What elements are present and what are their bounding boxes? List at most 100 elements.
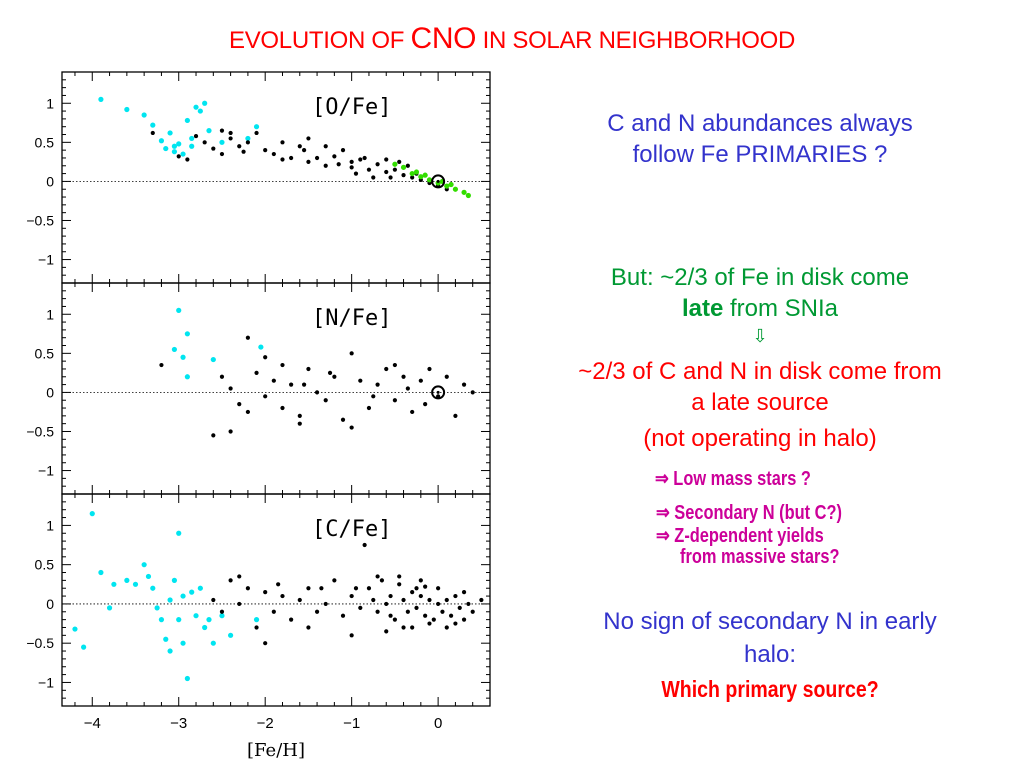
data-point-black [366,167,372,172]
data-point-cyan [167,597,173,603]
data-point-cyan [210,640,216,646]
data-point-black [323,144,328,149]
data-point-black [349,351,354,356]
data-point-black [245,140,250,145]
data-point-green [413,169,420,175]
data-point-black [228,429,233,434]
data-point-black [314,390,320,395]
data-point-black [280,593,285,599]
hypothesis-secondary-n: ⇒ Secondary N (but C?) [656,502,842,524]
data-point-black [466,601,471,607]
data-point-black [388,175,393,180]
data-point-cyan [180,593,186,599]
data-point-black [263,641,268,646]
y-tick-label: 0.5 [35,557,55,573]
data-point-black [185,157,190,162]
data-point-black [340,417,346,422]
data-point-cyan [193,613,199,619]
data-point-black [384,157,389,162]
data-point-black [306,136,311,141]
hypothesis-low-mass: ⇒ Low mass stars ? [655,468,811,490]
data-point-black [349,159,354,164]
data-point-black [280,140,285,145]
data-point-black [358,605,363,610]
data-point-cyan [167,130,173,136]
data-point-black [427,366,432,372]
y-tick-label: 1 [46,306,54,322]
data-point-black [410,590,415,595]
data-point-black [397,159,402,164]
data-point-cyan [206,128,212,134]
data-point-black [444,597,449,603]
data-point-black [349,425,354,430]
note-which-source: Which primary source? [661,676,879,702]
data-point-black [202,140,207,145]
data-point-black [306,159,311,164]
data-point-black [401,374,406,379]
data-point-black [461,590,467,595]
data-point-black [263,590,268,595]
data-point-cyan [253,124,260,130]
data-point-black [332,154,337,159]
data-point-black [479,597,484,603]
data-point-black [340,613,346,618]
data-point-black [384,169,389,175]
data-point-black [388,613,393,618]
data-point-black [405,386,410,391]
data-point-black [461,617,467,622]
data-point-cyan [176,530,182,536]
x-tick-label: −3 [170,715,187,732]
data-point-black [470,609,475,614]
data-point-black [219,374,225,379]
title-prefix: EVOLUTION OF [228,27,411,54]
data-point-cyan [111,581,117,587]
note-no-secondary: No sign of secondary N in early halo: [603,608,937,668]
data-point-black [371,175,376,180]
data-point-cyan [253,617,260,623]
data-point-cyan [189,143,195,149]
data-point-black [418,378,423,383]
data-point-black [349,633,354,638]
data-point-black [219,151,225,157]
data-point-black [401,597,406,603]
data-point-cyan [171,577,178,583]
data-point-black [427,597,432,603]
data-point-cyan [145,573,152,580]
data-point-black [306,366,311,372]
y-tick-label: 0.5 [35,134,55,150]
data-point-black [228,386,233,391]
data-point-cyan [206,617,212,623]
data-point-black [302,148,307,153]
data-point-black [271,151,276,157]
slide-title: EVOLUTION OF CNO IN SOLAR NEIGHBORHOOD [0,22,1024,56]
data-point-cyan [193,104,199,110]
data-point-black [375,382,380,387]
late-word: late [681,295,724,322]
y-tick-label: 0.5 [35,345,55,361]
data-point-black [371,597,376,603]
data-point-cyan [176,141,182,147]
data-point-black [219,609,225,614]
data-point-green [392,161,398,167]
y-tick-label: 0 [46,173,54,189]
data-point-cyan [189,135,195,142]
note-primaries: C and N abundances always follow Fe PRIM… [607,110,913,168]
data-point-black [388,593,393,599]
data-point-black [323,398,328,403]
data-point-black [401,173,406,178]
data-point-black [418,578,423,583]
data-point-black [332,578,337,583]
data-point-black [410,175,415,180]
data-point-black [211,146,216,151]
data-point-black [375,609,380,614]
data-point-black [306,625,311,630]
data-point-black [366,405,372,411]
data-point-cyan [72,626,78,632]
data-point-black [245,335,250,340]
data-point-cyan [180,151,186,157]
data-point-black [358,157,363,162]
data-point-cyan [210,356,216,363]
data-point-green [448,181,454,188]
data-point-cyan [150,122,156,128]
data-point-black [176,154,181,159]
